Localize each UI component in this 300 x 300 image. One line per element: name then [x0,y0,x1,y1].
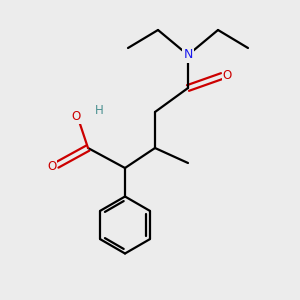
Text: H: H [94,104,103,117]
Text: O: O [47,160,56,173]
Text: O: O [72,110,81,123]
Text: N: N [183,49,193,62]
Text: O: O [223,69,232,82]
